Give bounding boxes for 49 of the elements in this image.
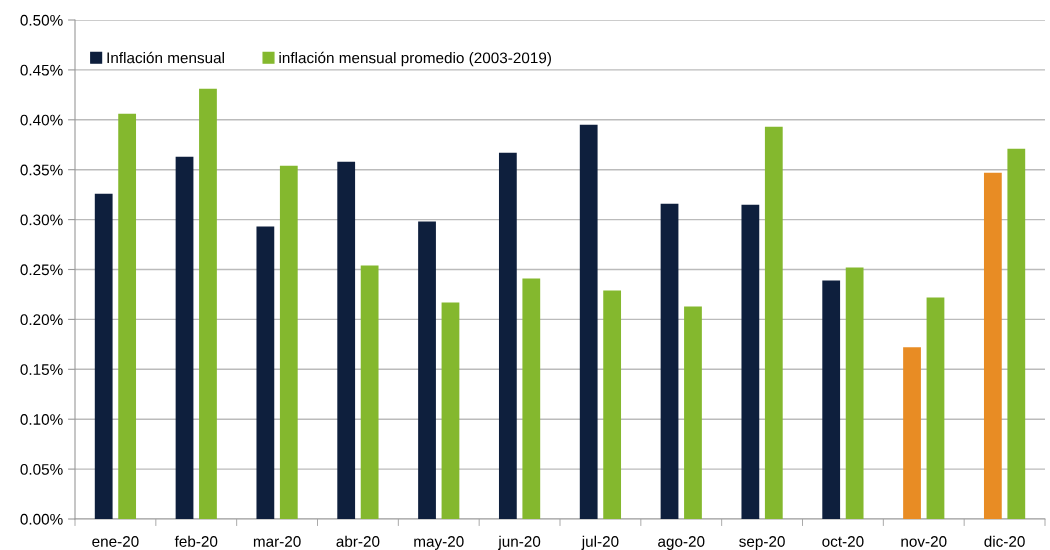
bar (845, 267, 864, 519)
bar (660, 203, 679, 519)
y-tick-label: 0.00% (20, 513, 63, 525)
x-tick-label: jul-20 (581, 535, 619, 550)
bar (118, 113, 137, 519)
bar (279, 165, 298, 519)
bar (360, 265, 379, 519)
bar (1007, 148, 1026, 519)
bar (983, 172, 1002, 519)
bar (175, 156, 194, 519)
y-tick-label: 0.15% (20, 364, 63, 375)
y-tick-label: 0.50% (20, 14, 63, 26)
x-tick-label: sep-20 (739, 536, 785, 550)
bar (337, 161, 356, 519)
x-tick-label: jun-20 (497, 535, 541, 550)
x-tick-label: nov-20 (901, 536, 947, 547)
x-tick-label: abr-20 (336, 535, 380, 547)
legend-label: Inflación mensual (107, 51, 224, 64)
y-tick-label: 0.25% (20, 264, 63, 276)
y-tick-label: 0.30% (20, 214, 63, 226)
bar (522, 278, 541, 519)
y-tick-label: 0.20% (20, 314, 63, 326)
x-tick-label: oct-20 (822, 536, 864, 547)
x-tick-label: mar-20 (253, 536, 301, 547)
legend-label: inflación mensual promedio (2003-2019) (279, 51, 551, 67)
x-tick-label: ago-20 (658, 536, 705, 550)
y-tick-label: 0.35% (20, 164, 63, 176)
bar (822, 280, 841, 519)
bar (926, 297, 945, 519)
bar (498, 152, 517, 519)
y-tick-label: 0.10% (20, 414, 63, 425)
x-tick-label: may-20 (414, 536, 464, 550)
x-tick-label: feb-20 (174, 535, 218, 547)
bar (603, 290, 622, 519)
x-tick-label: ene-20 (92, 536, 139, 547)
bar (94, 193, 113, 519)
bar (684, 306, 702, 519)
bar (579, 124, 598, 519)
bar (903, 347, 921, 519)
bar (764, 126, 783, 519)
y-tick-label: 0.05% (20, 463, 63, 475)
bar (441, 302, 460, 519)
y-tick-label: 0.45% (20, 64, 63, 76)
bar (199, 88, 217, 519)
x-tick-label: dic-20 (984, 535, 1025, 547)
y-tick-label: 0.40% (20, 114, 63, 126)
bar (418, 221, 436, 519)
bar (741, 204, 760, 519)
bar (256, 226, 275, 519)
